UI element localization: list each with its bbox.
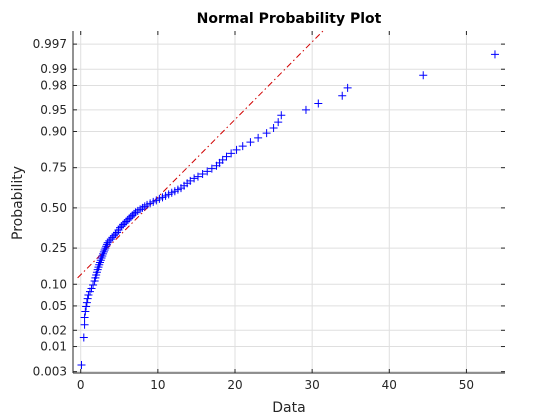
data-point (218, 155, 227, 164)
data-point (203, 167, 212, 176)
data-point (246, 138, 255, 147)
data-point (254, 133, 263, 142)
y-tick-label: 0.10 (40, 277, 67, 291)
x-tick-label: 50 (459, 378, 474, 392)
data-point (227, 149, 236, 158)
data-point (83, 294, 92, 303)
data-point (87, 284, 96, 293)
data-point (99, 249, 108, 258)
data-point (232, 145, 241, 154)
data-point (274, 118, 283, 127)
y-tick-label: 0.50 (40, 201, 67, 215)
data-point (190, 174, 199, 183)
grid-layer (73, 31, 505, 373)
data-point (99, 247, 108, 256)
y-tick-label: 0.75 (40, 161, 67, 175)
data-point (262, 129, 271, 138)
x-tick-label: 20 (227, 378, 242, 392)
data-point (79, 333, 88, 342)
x-tick-label: 0 (77, 378, 85, 392)
data-point (301, 105, 310, 114)
y-tick-label: 0.02 (40, 323, 67, 337)
y-tick-label: 0.25 (40, 241, 67, 255)
data-point (100, 245, 109, 254)
data-point (89, 280, 98, 289)
reference-line (77, 30, 324, 279)
axes-layer (72, 31, 505, 374)
data-point (97, 254, 106, 263)
y-tick-label: 0.98 (40, 78, 67, 92)
x-tick-label: 30 (305, 378, 320, 392)
y-axis-label: Probability (10, 166, 26, 240)
data-point (419, 71, 428, 80)
data-point (111, 230, 120, 239)
x-tick-labels: 0 10 20 30 40 50 (77, 378, 474, 392)
y-tick-label: 0.95 (40, 103, 67, 117)
data-point (490, 50, 499, 59)
data-point (80, 313, 89, 322)
data-point (207, 164, 216, 173)
data-point (98, 251, 107, 260)
y-tick-label: 0.997 (33, 37, 67, 51)
data-point (82, 298, 91, 307)
data-point (96, 256, 105, 265)
chart-title: Normal Probability Plot (197, 11, 382, 27)
data-point (81, 307, 90, 316)
data-point (77, 360, 86, 369)
data-point (277, 111, 286, 120)
data-points-layer (77, 50, 499, 369)
y-tick-label: 0.90 (40, 124, 67, 138)
data-point (84, 290, 93, 299)
y-tick-labels: 0.003 0.01 0.02 0.05 0.10 0.25 0.50 0.75 0.90 0.9… (33, 37, 67, 379)
data-point (82, 302, 91, 311)
y-tick-label: 0.99 (40, 62, 67, 76)
data-point (193, 172, 202, 181)
data-point (102, 242, 111, 251)
data-point (80, 320, 89, 329)
data-point (269, 123, 278, 132)
plot-area (73, 31, 505, 373)
data-point (101, 244, 110, 253)
data-point (198, 170, 207, 179)
reference-line-layer (77, 30, 324, 279)
data-point (338, 91, 347, 100)
y-tick-label: 0.05 (40, 299, 67, 313)
data-point (222, 152, 231, 161)
data-point (314, 99, 323, 108)
x-tick-label: 40 (382, 378, 397, 392)
x-axis-label: Data (272, 400, 305, 416)
data-point (238, 142, 247, 151)
y-tick-label: 0.01 (40, 340, 67, 354)
x-tick-label: 10 (150, 378, 165, 392)
data-point (343, 83, 352, 92)
y-tick-label: 0.003 (33, 365, 67, 379)
